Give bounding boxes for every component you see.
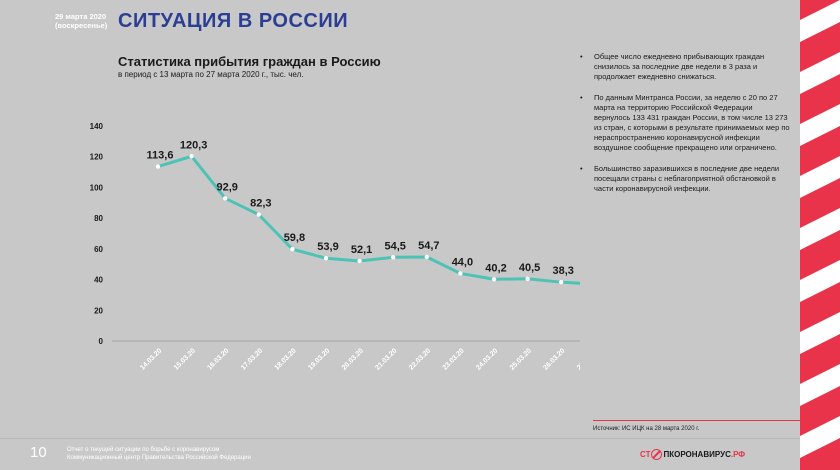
stop-icon bbox=[651, 449, 663, 460]
data-label: 40,2 bbox=[485, 262, 506, 274]
note-bullet: • bbox=[580, 93, 583, 102]
x-tick-label: 27.03.20 bbox=[576, 347, 580, 371]
data-label: 40,5 bbox=[519, 262, 540, 274]
data-point bbox=[223, 196, 228, 201]
note-bullet: • bbox=[580, 164, 583, 173]
x-tick-label: 21.03.20 bbox=[374, 347, 398, 371]
data-point bbox=[525, 276, 530, 282]
notes-list: • Общее число ежедневно прибывающих граж… bbox=[580, 52, 790, 205]
data-point bbox=[155, 164, 161, 169]
footer-divider bbox=[0, 438, 800, 439]
decorative-stripes bbox=[800, 0, 840, 470]
brand-part-2: ПКОРОНАВИРУС bbox=[663, 450, 731, 459]
data-point bbox=[189, 154, 194, 159]
note-bullet: • bbox=[580, 52, 583, 61]
data-point bbox=[559, 279, 564, 285]
x-tick-label: 18.03.20 bbox=[274, 347, 298, 371]
data-label: 92,9 bbox=[216, 181, 237, 193]
data-label: 113,6 bbox=[147, 150, 174, 162]
y-tick-label: 60 bbox=[94, 245, 103, 254]
brand-logo: СТ ПКОРОНАВИРУС .РФ bbox=[640, 449, 745, 460]
x-tick-label: 24.03.20 bbox=[475, 347, 499, 371]
y-tick-label: 120 bbox=[90, 153, 104, 162]
x-tick-label: 22.03.20 bbox=[408, 347, 432, 371]
data-point bbox=[458, 271, 463, 276]
page-heading: СИТУАЦИЯ В РОССИИ bbox=[118, 10, 349, 32]
data-point bbox=[357, 258, 362, 264]
x-tick-label: 15.03.20 bbox=[173, 347, 197, 371]
x-tick-label: 20.03.20 bbox=[341, 347, 365, 371]
note-text: По данным Минтранса России, за неделю с … bbox=[594, 93, 790, 152]
note-item: • По данным Минтранса России, за неделю … bbox=[580, 93, 790, 153]
page-number: 10 bbox=[30, 444, 47, 461]
brand-part-1: СТ bbox=[640, 450, 651, 459]
data-point bbox=[491, 277, 497, 282]
note-text: Большинство заразившихся в последние две… bbox=[594, 164, 780, 193]
y-tick-label: 40 bbox=[94, 276, 103, 285]
data-point bbox=[424, 254, 429, 260]
note-text: Общее число ежедневно прибывающих гражда… bbox=[594, 52, 765, 81]
source-divider bbox=[593, 420, 800, 421]
data-label: 59,8 bbox=[284, 232, 305, 244]
footer-line-1: Отчет о текущей ситуации по борьбе с кор… bbox=[67, 447, 220, 453]
y-tick-label: 100 bbox=[90, 183, 104, 192]
stripes-chevrons bbox=[800, 0, 840, 458]
x-tick-label: 17.03.20 bbox=[240, 347, 264, 371]
y-tick-label: 80 bbox=[94, 214, 103, 223]
data-point bbox=[256, 212, 261, 217]
x-tick-label: 19.03.20 bbox=[307, 347, 331, 371]
y-tick-label: 140 bbox=[90, 122, 104, 131]
x-tick-label: 23.03.20 bbox=[442, 347, 466, 371]
data-label: 44,0 bbox=[452, 256, 473, 268]
chart-title: Статистика прибытия граждан в Россию bbox=[118, 54, 381, 69]
line-chart: 0 20 40 60 80 100 120 140 14.03.20 15.03.20 16.03.… bbox=[90, 122, 580, 372]
y-tick-label: 0 bbox=[99, 337, 104, 346]
data-label: 52,1 bbox=[351, 244, 372, 256]
data-point bbox=[391, 255, 396, 260]
data-label: 54,7 bbox=[418, 240, 439, 252]
series-line bbox=[157, 154, 580, 285]
source-note: Источник: ИС ИЦК на 28 марта 2020 г. bbox=[593, 426, 700, 432]
data-point bbox=[290, 246, 295, 252]
weekday-line: (воскресенье) bbox=[55, 21, 108, 30]
date-box: 29 марта 2020 (воскресенье) bbox=[55, 12, 107, 30]
note-item: • Большинство заразившихся в последние д… bbox=[580, 164, 790, 194]
x-tick-label: 16.03.20 bbox=[206, 347, 230, 371]
footer-text: Отчет о текущей ситуации по борьбе с кор… bbox=[67, 446, 251, 462]
data-label: 38,3 bbox=[552, 265, 573, 277]
brand-part-3: .РФ bbox=[730, 450, 746, 459]
data-label: 120,3 bbox=[180, 139, 208, 151]
data-label: 82,3 bbox=[250, 198, 271, 210]
chart-subtitle: в период с 13 марта по 27 марта 2020 г.,… bbox=[118, 70, 304, 79]
x-tick-label: 25.03.20 bbox=[509, 347, 533, 371]
x-tick-label: 14.03.20 bbox=[139, 347, 163, 371]
data-label: 54,5 bbox=[384, 240, 405, 252]
y-tick-label: 20 bbox=[94, 306, 103, 315]
date-line: 29 марта 2020 bbox=[55, 12, 107, 21]
note-item: • Общее число ежедневно прибывающих граж… bbox=[580, 52, 790, 82]
footer-line-2: Коммуникационный центр Правительства Рос… bbox=[67, 455, 251, 461]
data-point bbox=[323, 256, 329, 261]
data-label: 53,9 bbox=[317, 241, 338, 253]
x-tick-label: 26.03.20 bbox=[542, 347, 566, 371]
